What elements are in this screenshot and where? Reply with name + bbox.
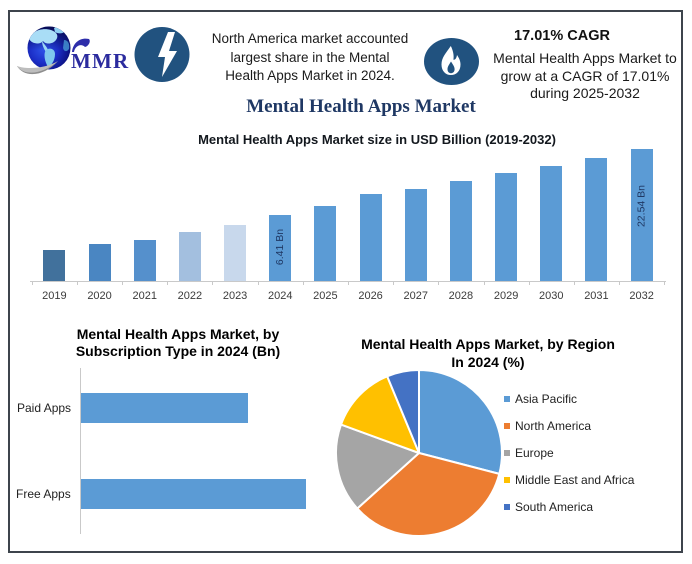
svg-text:MMR: MMR (71, 49, 129, 73)
